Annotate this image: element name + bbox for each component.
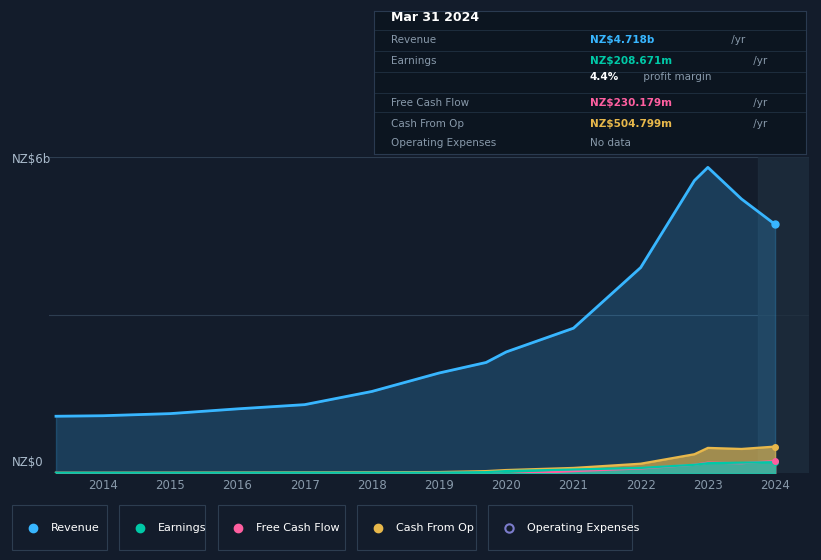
- Text: Free Cash Flow: Free Cash Flow: [256, 523, 340, 533]
- Text: Cash From Op: Cash From Op: [396, 523, 474, 533]
- Text: NZ$208.671m: NZ$208.671m: [589, 56, 672, 66]
- Text: NZ$504.799m: NZ$504.799m: [589, 119, 672, 129]
- Text: /yr: /yr: [728, 35, 745, 45]
- Text: Revenue: Revenue: [51, 523, 99, 533]
- Text: NZ$0: NZ$0: [12, 455, 44, 469]
- Text: Earnings: Earnings: [391, 56, 437, 66]
- Text: /yr: /yr: [750, 97, 768, 108]
- Text: NZ$4.718b: NZ$4.718b: [589, 35, 654, 45]
- Text: Revenue: Revenue: [391, 35, 436, 45]
- Text: Operating Expenses: Operating Expenses: [527, 523, 640, 533]
- Text: /yr: /yr: [750, 119, 768, 129]
- Text: Cash From Op: Cash From Op: [391, 119, 464, 129]
- Text: NZ$6b: NZ$6b: [12, 153, 52, 166]
- Text: Free Cash Flow: Free Cash Flow: [391, 97, 469, 108]
- Text: Operating Expenses: Operating Expenses: [391, 138, 496, 148]
- Bar: [759, 157, 809, 473]
- Text: NZ$230.179m: NZ$230.179m: [589, 97, 672, 108]
- Text: profit margin: profit margin: [640, 72, 711, 82]
- Text: Mar 31 2024: Mar 31 2024: [391, 11, 479, 24]
- Text: No data: No data: [589, 138, 631, 148]
- Text: /yr: /yr: [750, 56, 768, 66]
- Text: Earnings: Earnings: [158, 523, 206, 533]
- Text: 4.4%: 4.4%: [589, 72, 619, 82]
